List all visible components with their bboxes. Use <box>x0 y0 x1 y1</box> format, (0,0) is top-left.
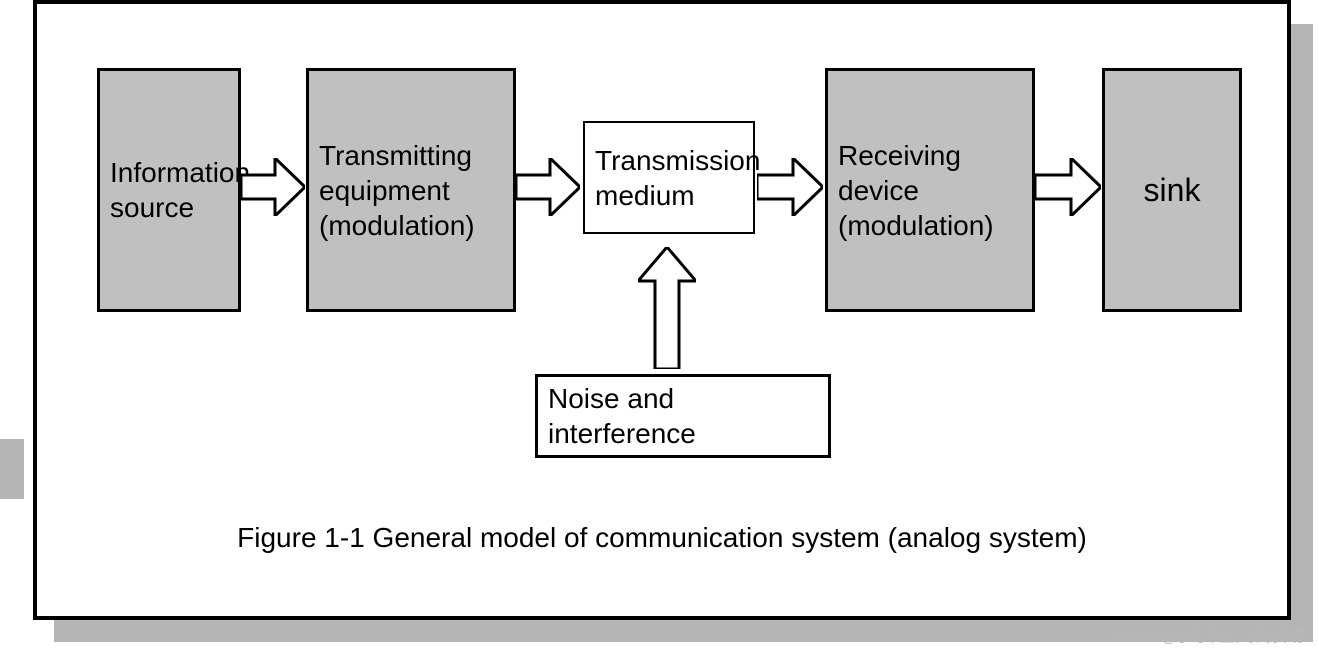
frame-shadow-right <box>1291 24 1313 642</box>
node-label: sink <box>1144 170 1201 210</box>
arrow-right-icon <box>241 158 305 216</box>
diagram-stage: Information source Transmitting equipmen… <box>0 0 1319 653</box>
node-sink: sink <box>1102 68 1242 312</box>
arrow-right-icon <box>1035 158 1101 216</box>
node-label: Information source <box>110 155 250 225</box>
watermark-text: CSDN @学习不止，掉发不停 <box>1116 627 1307 647</box>
diagram-frame: Information source Transmitting equipmen… <box>33 0 1291 620</box>
node-information-source: Information source <box>97 68 241 312</box>
node-transmitting-equipment: Transmitting equipment (modulation) <box>306 68 516 312</box>
figure-caption: Figure 1-1 General model of communicatio… <box>37 522 1287 554</box>
caption-text: Figure 1-1 General model of communicatio… <box>237 522 1087 553</box>
node-noise-and-interference: Noise and interference <box>535 374 831 458</box>
node-label: Noise and interference <box>548 381 818 451</box>
node-label: Receiving device (modulation) <box>838 138 1022 243</box>
arrow-up-icon <box>638 247 696 369</box>
node-label: Transmitting equipment (modulation) <box>319 138 503 243</box>
arrow-right-icon <box>757 158 823 216</box>
node-label: Transmission medium <box>595 143 760 213</box>
node-receiving-device: Receiving device (modulation) <box>825 68 1035 312</box>
decorative-left-tab <box>0 439 24 499</box>
node-transmission-medium: Transmission medium <box>583 121 755 234</box>
arrow-right-icon <box>516 158 580 216</box>
